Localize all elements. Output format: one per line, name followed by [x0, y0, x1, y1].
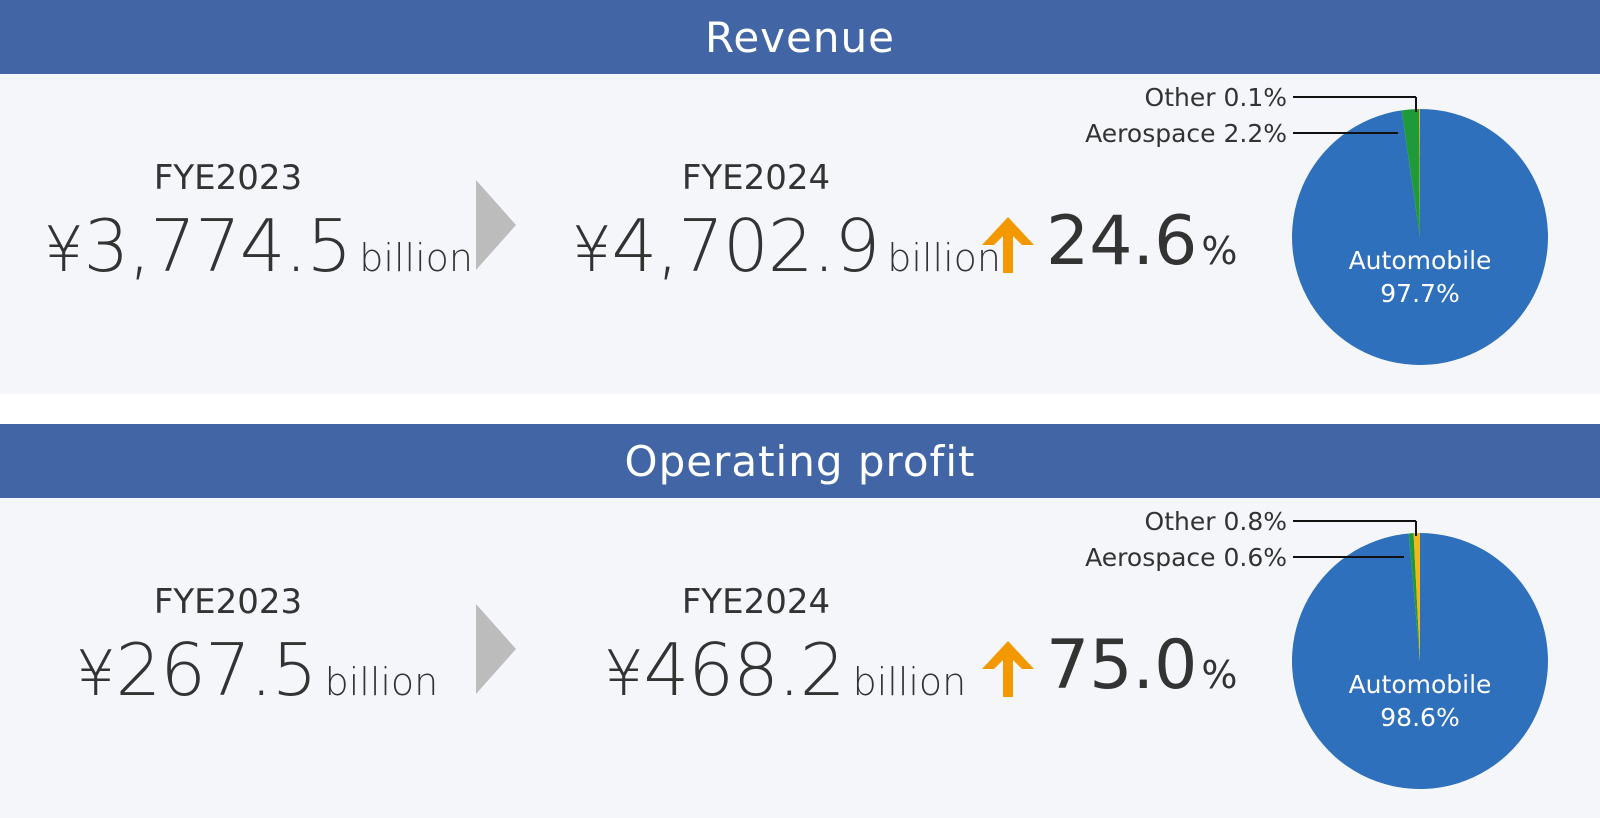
revenue-growth: 24.6%: [1046, 202, 1238, 281]
profit-prev-unit: billion: [324, 660, 439, 704]
operating-profit-title: Operating profit: [624, 436, 976, 486]
operating-profit-header: Operating profit: [0, 424, 1600, 498]
arrow-up-icon: [982, 217, 1034, 273]
revenue-title: Revenue: [705, 12, 895, 62]
revenue-curr-value: 4,702.9: [611, 204, 880, 288]
operating-profit-section: Operating profit FYE2023 ¥267.5 billion F…: [0, 424, 1600, 818]
pie-slice-aerospace: [1408, 533, 1420, 661]
pie-label-automobile: Automobile: [1349, 246, 1492, 275]
arrow-up-icon: [982, 641, 1034, 697]
revenue-curr-unit: billion: [887, 236, 1001, 280]
revenue-prev-value: 3,774.5: [83, 204, 352, 288]
profit-prev-year: FYE2023: [153, 582, 303, 622]
pie-label-automobile-pct: 98.6%: [1380, 703, 1459, 732]
profit-curr-year: FYE2024: [681, 582, 831, 622]
revenue-pie-chart: Other 0.1% Aerospace 2.2% Automobile 97.…: [1085, 84, 1548, 365]
profit-growth: 75.0%: [1046, 626, 1238, 705]
profit-prev-yen: ¥: [76, 637, 116, 710]
revenue-curr-amount: ¥4,702.9 billion: [572, 204, 1001, 288]
profit-curr-value: 468.2: [643, 628, 845, 712]
pie-slice-other: [1413, 533, 1420, 661]
revenue-prev-unit: billion: [359, 236, 473, 280]
pie-label-other: Other 0.1%: [1145, 84, 1287, 112]
profit-prev-value: 267.5: [115, 628, 317, 712]
operating-profit-pie-chart: Other 0.8% Aerospace 0.6% Automobile 98.…: [1085, 508, 1548, 789]
profit-curr-amount: ¥468.2 billion: [604, 628, 966, 712]
revenue-header: Revenue: [0, 0, 1600, 74]
pie-label-aerospace: Aerospace 0.6%: [1085, 543, 1287, 572]
profit-curr-yen: ¥: [604, 637, 644, 710]
profit-growth-value: 75.0: [1046, 626, 1198, 705]
revenue-curr-year: FYE2024: [681, 158, 831, 198]
profit-curr-unit: billion: [852, 660, 967, 704]
profit-growth-unit: %: [1201, 653, 1238, 697]
revenue-section: Revenue FYE2023 ¥3,774.5 billion FYE2024 …: [0, 0, 1600, 394]
revenue-prev-amount: ¥3,774.5 billion: [44, 204, 473, 288]
pie-label-automobile-pct: 97.7%: [1380, 279, 1459, 308]
profit-prev-amount: ¥267.5 billion: [76, 628, 438, 712]
pie-label-automobile: Automobile: [1349, 670, 1492, 699]
revenue-growth-value: 24.6: [1046, 202, 1198, 281]
pie-label-aerospace: Aerospace 2.2%: [1085, 119, 1287, 148]
revenue-prev-yen: ¥: [44, 213, 84, 286]
revenue-growth-unit: %: [1201, 229, 1238, 273]
revenue-prev-year: FYE2023: [153, 158, 303, 198]
chevron-right-icon: [476, 604, 516, 694]
revenue-curr-yen: ¥: [572, 213, 612, 286]
pie-slice-aerospace: [1401, 109, 1420, 237]
pie-slice-other: [1419, 109, 1420, 237]
pie-label-other: Other 0.8%: [1145, 508, 1287, 536]
chevron-right-icon: [476, 180, 516, 270]
